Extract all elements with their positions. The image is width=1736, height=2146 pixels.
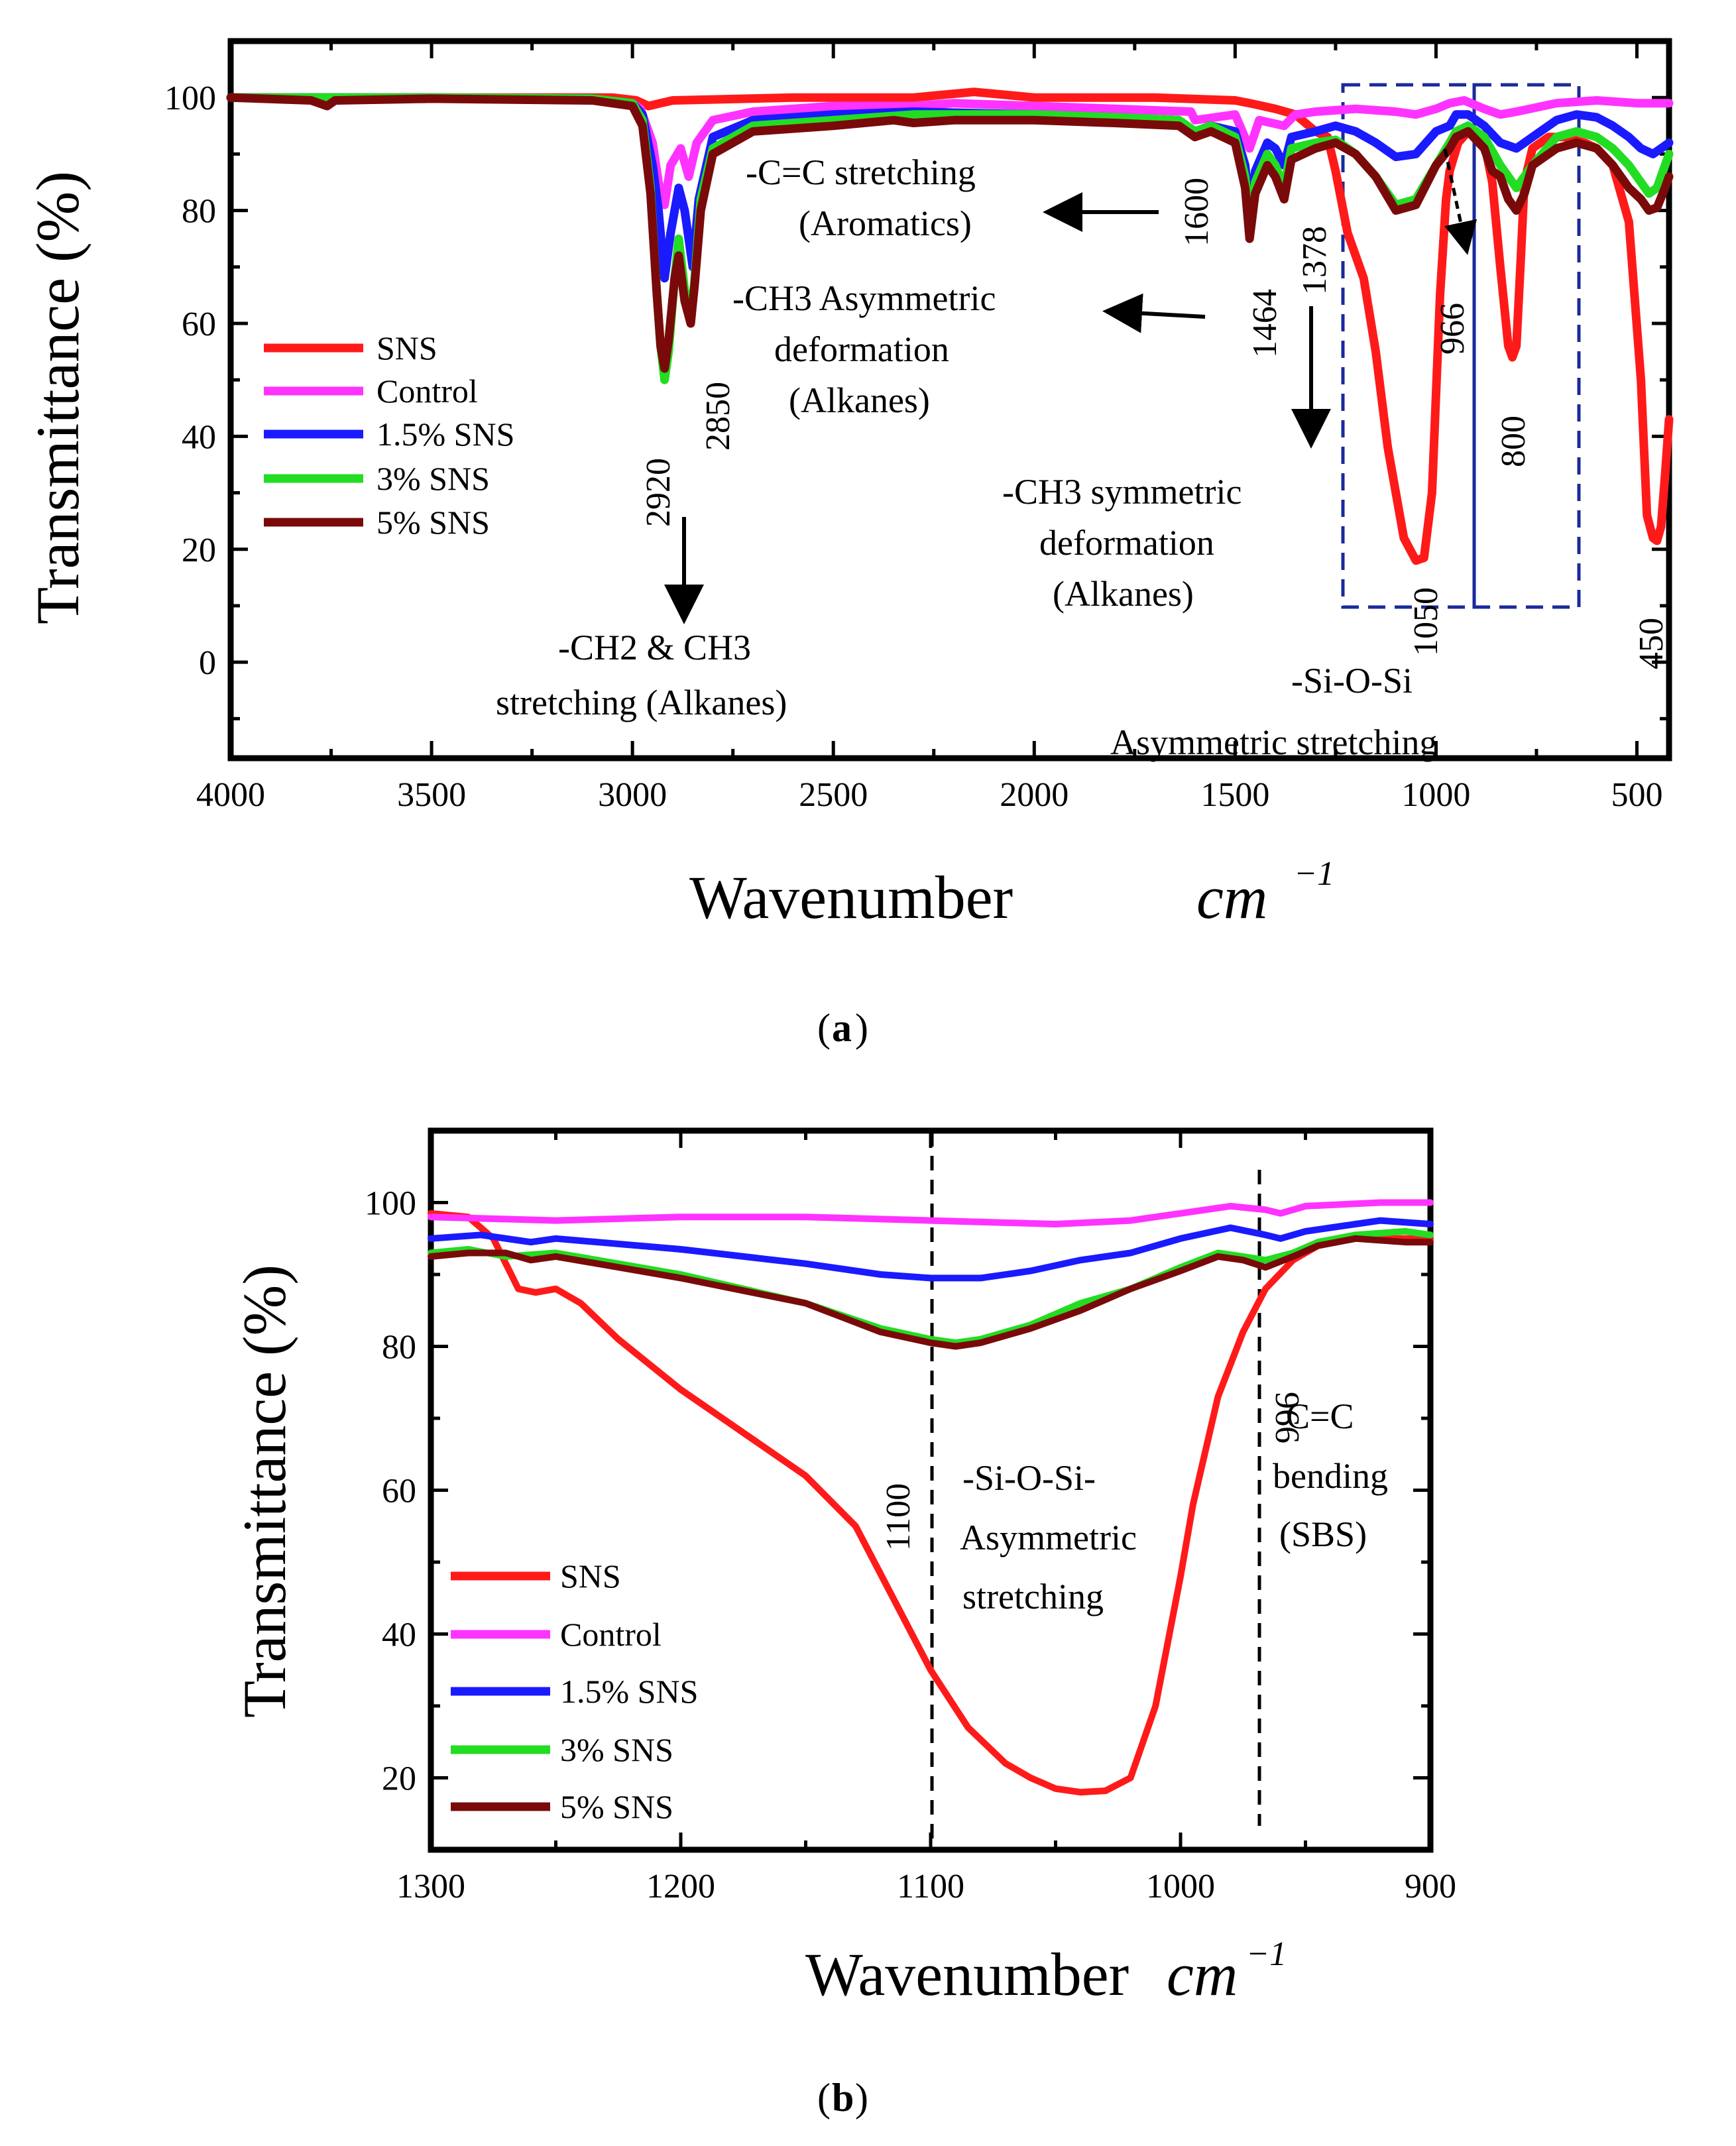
chart-a-region-boxes <box>1341 83 1581 609</box>
ann-b-cc-line1: C=C <box>1286 1396 1354 1436</box>
ann-a-ch3asym-line2: deformation <box>774 329 949 369</box>
legend-a-label-sns: SNS <box>376 329 437 367</box>
legend-a-label-5: 5% SNS <box>376 504 490 541</box>
legend-a-label-3: 3% SNS <box>376 460 490 497</box>
ann-b-sios-line2: Asymmetric <box>960 1518 1137 1557</box>
ann-a-ch3sym-line3: (Alkanes) <box>1053 574 1194 614</box>
panel-label-a: ( a ) <box>817 1006 868 1050</box>
ytick-label: 20 <box>182 532 216 569</box>
series-line-1-5-sns <box>226 93 1674 283</box>
chart-a-legend: SNS Control 1.5% SNS 3% SNS 5% SNS <box>264 329 514 541</box>
legend-b-label-3: 3% SNS <box>560 1731 673 1768</box>
legend-b-label-control: Control <box>560 1616 662 1653</box>
ann-a-ch3sym-line2: deformation <box>1039 523 1214 563</box>
panel-label-b-open: ( <box>817 2076 831 2119</box>
chart-a-xlabel-text: Wavenumber <box>689 864 1013 931</box>
chart-a: 0 20 40 60 80 100 4000 3500 3000 2500 2000 1500 100… <box>24 38 1674 1050</box>
ytick-label: 80 <box>382 1329 416 1367</box>
ann-a-ch2-line1: -CH2 & CH3 <box>558 628 751 667</box>
xtick-label: 1000 <box>1401 776 1470 814</box>
legend-b-label-sns: SNS <box>560 1557 621 1595</box>
panel-label-a-close: ) <box>855 1006 868 1050</box>
xtick-label: 1200 <box>646 1868 715 1905</box>
xtick-label: 900 <box>1405 1868 1456 1905</box>
series-line-5-sns <box>428 1235 1434 1350</box>
legend-b-label-5: 5% SNS <box>560 1788 673 1825</box>
series-line-1-5-sns <box>428 1217 1434 1282</box>
series-line-control <box>428 1199 1434 1227</box>
ann-b-sios-line3: stretching <box>962 1577 1104 1616</box>
series-line-sns <box>428 1210 1434 1796</box>
xtick-label: 3500 <box>397 776 466 814</box>
panel-label-b-close: ) <box>855 2076 868 2119</box>
ytick-label: 40 <box>182 418 216 456</box>
ytick-label: 100 <box>164 80 216 117</box>
peak-b-966: 966 <box>1268 1392 1306 1443</box>
peak-a-966: 966 <box>1434 303 1472 355</box>
ytick-label: 60 <box>182 306 216 343</box>
ann-a-sios-line1: -Si-O-Si <box>1291 661 1413 701</box>
ann-a-ch3sym-line1: -CH3 symmetric <box>1002 472 1242 512</box>
ytick-label: 60 <box>382 1473 416 1510</box>
xtick-label: 2000 <box>1000 776 1069 814</box>
peak-a-800: 800 <box>1495 416 1533 467</box>
peak-b-1100: 1100 <box>880 1483 917 1551</box>
panel-label-b: ( b ) <box>817 2076 868 2119</box>
ytick-label: 80 <box>182 193 216 231</box>
series-line-control <box>226 93 1674 209</box>
ann-a-sios-line2: Asymmetric stretching <box>1110 722 1437 762</box>
ann-a-ch3asym-arrow <box>1102 293 1206 333</box>
xtick-label: 2500 <box>799 776 868 814</box>
xtick-label: 1100 <box>897 1868 964 1905</box>
chart-b-xlabel-unit: cm <box>1167 1941 1238 2008</box>
peak-a-1600: 1600 <box>1178 178 1216 247</box>
chart-a-frame <box>227 38 1672 762</box>
ann-b-sios-line1: -Si-O-Si- <box>962 1458 1096 1498</box>
ann-a-966-arrow <box>1443 148 1477 255</box>
ann-a-cc-line1: -C=C stretching <box>746 152 976 192</box>
chart-b-xlabel-text: Wavenumber <box>805 1941 1129 2008</box>
peak-a-1378: 1378 <box>1296 226 1334 295</box>
chart-b-xlabel-exp: −1 <box>1246 1935 1287 1973</box>
ann-a-ch3asym-line1: -CH3 Asymmetric <box>732 278 996 318</box>
chart-a-ylabel: Transmittance (%) <box>24 171 91 624</box>
ann-a-ch2-line2: stretching (Alkanes) <box>496 683 787 722</box>
chart-b-ylabel: Transmittance (%) <box>231 1265 298 1718</box>
ytick-label: 40 <box>382 1616 416 1654</box>
ann-a-cc-line2: (Aromatics) <box>799 203 972 243</box>
peak-a-2850: 2850 <box>699 382 737 451</box>
series-line-5-sns <box>226 93 1674 373</box>
ytick-label: 100 <box>365 1185 416 1223</box>
xtick-label: 4000 <box>196 776 265 814</box>
peak-a-1464: 1464 <box>1246 289 1284 358</box>
peak-a-2920: 2920 <box>640 458 677 527</box>
chart-b-xlabel: Wavenumber cm −1 <box>805 1935 1287 2008</box>
xtick-label: 1000 <box>1146 1868 1215 1905</box>
panel-label-a-open: ( <box>817 1006 831 1050</box>
peak-a-1050: 1050 <box>1407 587 1445 656</box>
chart-a-xlabel-exp: −1 <box>1294 855 1334 893</box>
chart-b-legend: SNS Control 1.5% SNS 3% SNS 5% SNS <box>451 1557 698 1825</box>
chart-a-xlabel: Wavenumber cm −1 <box>689 855 1334 931</box>
peak-a-450: 450 <box>1633 618 1670 669</box>
xtick-label: 1300 <box>396 1868 465 1905</box>
xtick-label: 1500 <box>1200 776 1269 814</box>
ytick-label: 20 <box>382 1760 416 1798</box>
ann-b-cc-line3: (SBS) <box>1279 1514 1367 1554</box>
chart-b: 20 40 60 80 100 1300 1200 1100 1000 900 SNS Cont… <box>231 1127 1456 2119</box>
panel-label-a-letter: a <box>832 1006 852 1050</box>
bending-region-box <box>1472 83 1581 609</box>
chart-a-xlabel-unit: cm <box>1196 864 1267 931</box>
legend-a-label-control: Control <box>376 372 478 410</box>
xtick-label: 500 <box>1611 776 1663 814</box>
legend-a-label-1p5: 1.5% SNS <box>376 416 514 453</box>
si-o-si-region-box <box>1341 83 1476 609</box>
legend-b-label-1p5: 1.5% SNS <box>560 1673 698 1710</box>
xtick-label: 3000 <box>598 776 667 814</box>
ann-b-cc-line2: bending <box>1273 1456 1388 1496</box>
ann-a-ch3asym-line3: (Alkanes) <box>789 380 930 420</box>
ytick-label: 0 <box>199 644 216 682</box>
panel-label-b-letter: b <box>832 2076 854 2119</box>
